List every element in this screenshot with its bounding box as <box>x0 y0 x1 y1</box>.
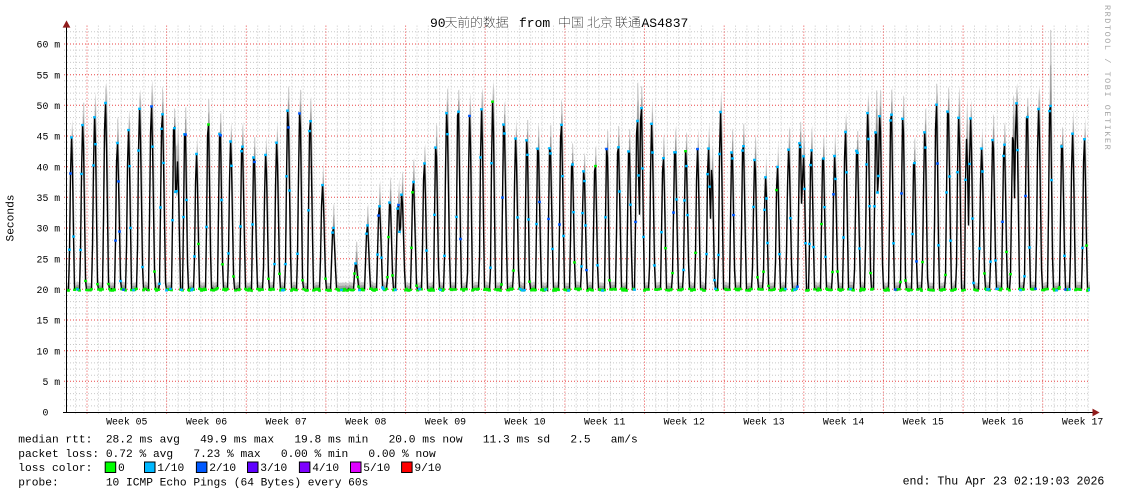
svg-text:45 m: 45 m <box>37 132 61 143</box>
svg-text:RRDTOOL / TOBI OETIKER: RRDTOOL / TOBI OETIKER <box>1102 5 1112 151</box>
svg-text:Week 11: Week 11 <box>584 417 625 428</box>
svg-text:30 m: 30 m <box>37 224 61 235</box>
svg-text:Seconds: Seconds <box>6 195 18 242</box>
svg-text:Week 15: Week 15 <box>903 417 944 428</box>
svg-text:0: 0 <box>118 463 125 475</box>
svg-text:20 m: 20 m <box>37 285 61 296</box>
svg-text:10 m: 10 m <box>37 346 61 357</box>
svg-text:1/10: 1/10 <box>157 463 184 475</box>
svg-text:Week 09: Week 09 <box>425 417 466 428</box>
svg-text:3/10: 3/10 <box>260 463 287 475</box>
svg-text:4/10: 4/10 <box>312 463 339 475</box>
svg-text:from: from <box>519 16 550 31</box>
svg-text:Week 07: Week 07 <box>265 417 306 428</box>
svg-text:Week 13: Week 13 <box>743 417 784 428</box>
svg-text:Week 08: Week 08 <box>345 417 386 428</box>
svg-text:2/10: 2/10 <box>209 463 236 475</box>
svg-text:90: 90 <box>430 16 446 31</box>
svg-text:5/10: 5/10 <box>363 463 390 475</box>
svg-text:35 m: 35 m <box>37 193 61 204</box>
svg-text:0: 0 <box>42 408 48 419</box>
svg-text:Week 12: Week 12 <box>664 417 705 428</box>
svg-text:Week 06: Week 06 <box>186 417 227 428</box>
svg-text:9/10: 9/10 <box>414 463 441 475</box>
svg-text:60 m: 60 m <box>37 40 61 51</box>
svg-text:Week 17: Week 17 <box>1062 417 1103 428</box>
svg-text:50 m: 50 m <box>37 101 61 112</box>
svg-text:loss color:: loss color: <box>18 463 92 475</box>
svg-text:probe: 10 ICMP Echo Ping: probe: 10 ICMP Echo Pings (64 Bytes) eve… <box>18 478 368 490</box>
svg-text:5 m: 5 m <box>42 377 60 388</box>
svg-text:55 m: 55 m <box>37 70 61 81</box>
svg-text:median rtt: 28.2 ms avg 49.: median rtt: 28.2 ms avg 49.9 ms max 19.8… <box>18 435 637 447</box>
svg-text:15 m: 15 m <box>37 316 61 327</box>
svg-text:Week 16: Week 16 <box>982 417 1023 428</box>
svg-text:Week 14: Week 14 <box>823 417 864 428</box>
svg-text:Week 05: Week 05 <box>106 417 147 428</box>
svg-text:packet loss: 0.72 % avg 7.23: packet loss: 0.72 % avg 7.23 % max 0.00 … <box>18 449 436 461</box>
svg-text:end: Thu Apr 23 02:19:03 2026: end: Thu Apr 23 02:19:03 2026 <box>903 476 1105 489</box>
svg-text:40 m: 40 m <box>37 162 61 173</box>
svg-text:Week 10: Week 10 <box>504 417 545 428</box>
svg-text:AS4837: AS4837 <box>642 16 689 31</box>
svg-text:25 m: 25 m <box>37 254 61 265</box>
